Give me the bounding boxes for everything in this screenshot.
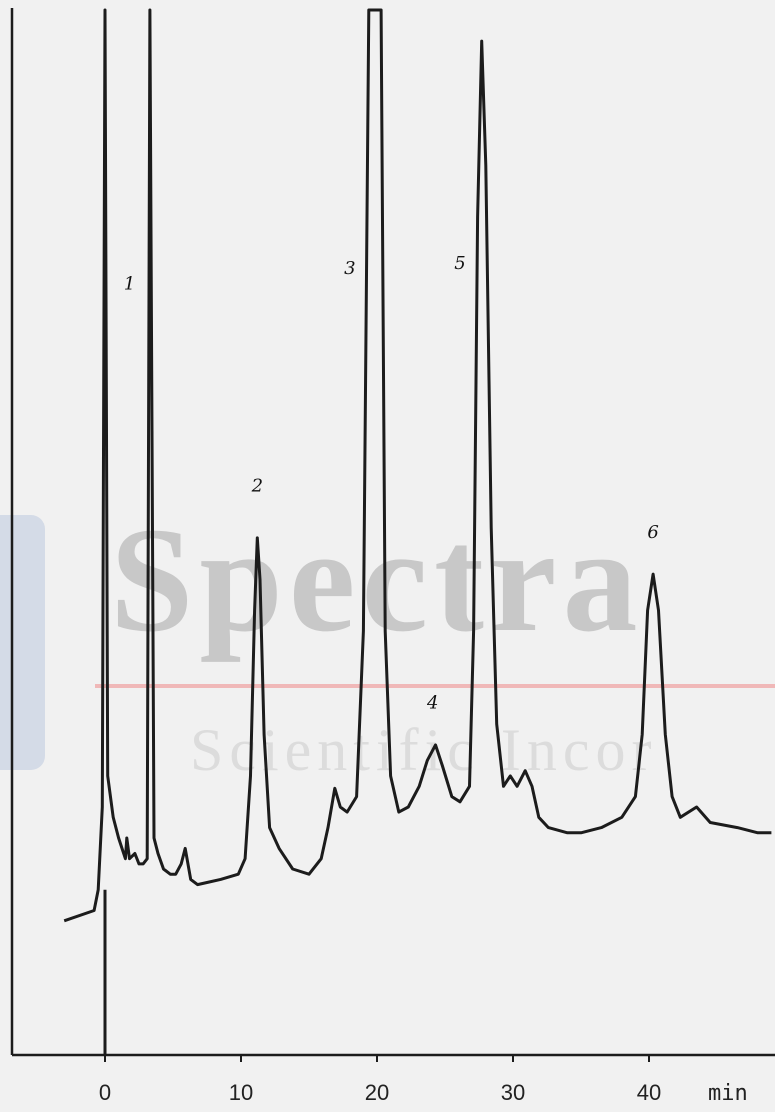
x-tick-label: 40 (637, 1080, 661, 1105)
peak-label-4: 4 (426, 693, 438, 714)
peak-label-6: 6 (647, 522, 658, 543)
watermark-title: Spectra (110, 497, 644, 663)
x-tick-label: 0 (99, 1080, 111, 1105)
watermark-logo-block (0, 515, 45, 770)
x-tick-label: 30 (501, 1080, 525, 1105)
peak-label-3: 3 (344, 258, 355, 279)
x-axis-unit-label: min (708, 1081, 748, 1106)
peak-label-1: 1 (124, 273, 135, 294)
x-tick-label: 10 (229, 1080, 253, 1105)
peak-label-5: 5 (454, 253, 465, 274)
x-ticks: 0 10 20 30 40 (99, 1055, 661, 1105)
peak-labels: 1 2 3 4 5 6 (124, 253, 659, 714)
peak-label-2: 2 (251, 475, 263, 496)
chromatogram-trace (63, 8, 772, 923)
series-group (63, 8, 772, 1055)
watermark: Spectra Scientific Incor (0, 497, 775, 783)
x-tick-label: 20 (365, 1080, 389, 1105)
